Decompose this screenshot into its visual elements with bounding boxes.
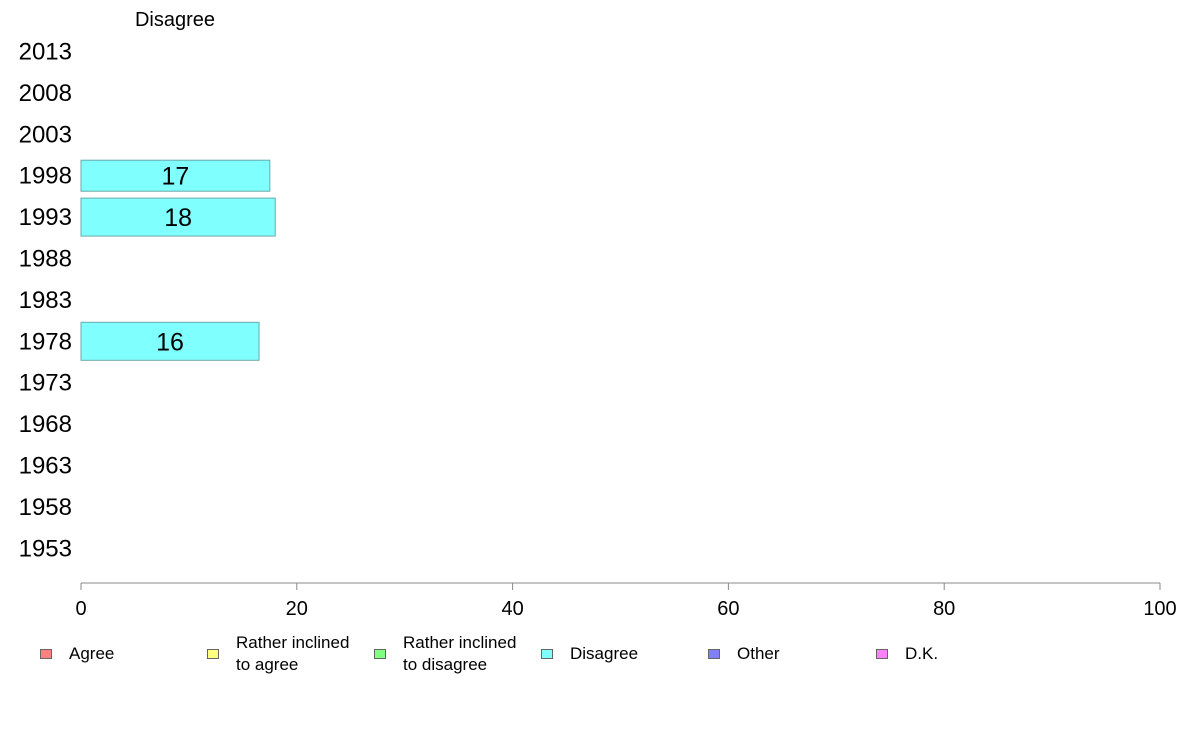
y-tick-label: 2003 bbox=[19, 121, 72, 148]
legend-swatch bbox=[708, 649, 720, 659]
x-tick-label: 0 bbox=[75, 598, 86, 620]
y-tick-label: 1968 bbox=[19, 411, 72, 438]
bars-group: 17 18 16 bbox=[80, 159, 276, 361]
legend-swatch bbox=[40, 649, 52, 659]
bar-value-label: 18 bbox=[164, 204, 192, 232]
x-tick-label: 40 bbox=[501, 598, 523, 620]
y-tick-label: 1983 bbox=[19, 287, 72, 314]
bar-value-label: 17 bbox=[162, 163, 190, 191]
legend-label: Rather inclined to disagree bbox=[403, 633, 517, 674]
y-tick-label: 1958 bbox=[19, 494, 72, 521]
legend-label: Rather inclined to agree bbox=[236, 633, 350, 674]
legend-label: Other bbox=[737, 644, 780, 663]
chart-title: Disagree bbox=[135, 9, 215, 31]
legend-swatch bbox=[541, 649, 553, 659]
bar bbox=[80, 197, 276, 237]
y-axis-labels: 2013 2008 2003 1998 1993 1988 1983 1978 1973 1968… bbox=[19, 39, 72, 563]
y-tick-label: 1973 bbox=[19, 370, 72, 397]
bar bbox=[80, 159, 271, 192]
bar-value-label: 16 bbox=[156, 328, 184, 356]
legend-label: Agree bbox=[69, 644, 115, 663]
legend-swatch bbox=[207, 649, 219, 659]
x-tick-label: 100 bbox=[1143, 598, 1176, 620]
legend-item: Other bbox=[708, 632, 780, 676]
legend-label: Disagree bbox=[570, 644, 639, 663]
x-axis: 0 20 40 60 80 100 bbox=[75, 582, 1177, 620]
legend-item: Rather inclined to agree bbox=[207, 632, 349, 676]
y-tick-label: 1978 bbox=[19, 328, 72, 355]
y-tick-label: 1998 bbox=[19, 163, 72, 190]
y-tick-label: 2013 bbox=[19, 39, 72, 66]
chart-canvas: Disagree 2013 2008 2003 1998 1993 1988 1983 197… bbox=[19, 9, 1177, 620]
legend-item: Rather inclined to disagree bbox=[374, 632, 516, 676]
y-tick-label: 1993 bbox=[19, 204, 72, 231]
legend-item: Agree bbox=[40, 632, 114, 676]
x-tick-label: 80 bbox=[933, 598, 955, 620]
x-tick-label: 20 bbox=[286, 598, 308, 620]
y-tick-label: 1988 bbox=[19, 246, 72, 273]
legend-label: D.K. bbox=[905, 644, 939, 663]
bar bbox=[80, 321, 260, 361]
y-tick-label: 2008 bbox=[19, 80, 72, 107]
legend-item: D.K. bbox=[876, 632, 938, 676]
legend-item: Disagree bbox=[541, 632, 638, 676]
legend-swatch bbox=[374, 649, 386, 659]
legend: Agree Rather inclined to agree Rather incl… bbox=[0, 632, 1188, 682]
legend-swatch bbox=[876, 649, 888, 659]
y-tick-label: 1963 bbox=[19, 453, 72, 480]
y-tick-label: 1953 bbox=[19, 535, 72, 562]
x-tick-label: 60 bbox=[717, 598, 739, 620]
